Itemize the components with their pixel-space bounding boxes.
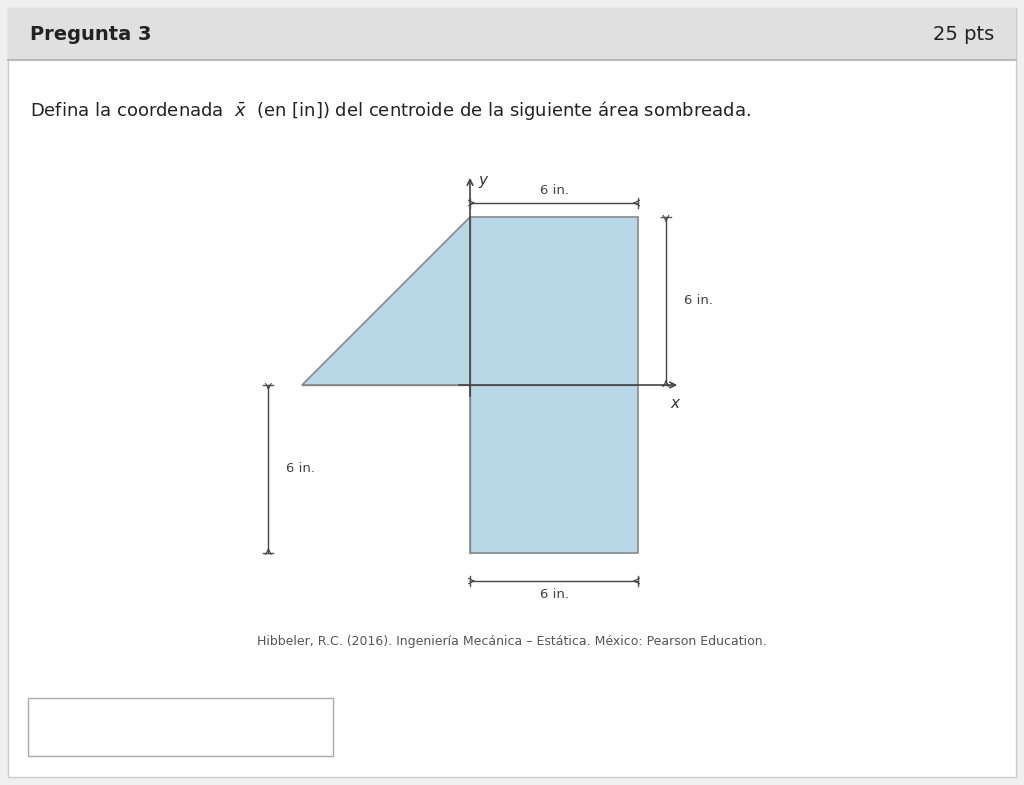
Text: y: y: [478, 173, 487, 188]
Text: 6 in.: 6 in.: [287, 462, 315, 476]
Text: x: x: [670, 396, 679, 411]
FancyBboxPatch shape: [28, 698, 333, 756]
Text: Pregunta 3: Pregunta 3: [30, 24, 152, 43]
Text: 6 in.: 6 in.: [684, 294, 713, 308]
Text: Hibbeler, R.C. (2016). Ingeniería Mecánica – Estática. México: Pearson Education: Hibbeler, R.C. (2016). Ingeniería Mecáni…: [257, 636, 767, 648]
Polygon shape: [302, 217, 638, 553]
Text: 6 in.: 6 in.: [540, 184, 568, 198]
FancyBboxPatch shape: [8, 8, 1016, 777]
Text: 6 in.: 6 in.: [540, 589, 568, 601]
Text: Defina la coordenada  $\bar{x}$  (en [in]) del centroide de la siguiente área so: Defina la coordenada $\bar{x}$ (en [in])…: [30, 98, 751, 122]
Text: 25 pts: 25 pts: [933, 24, 994, 43]
FancyBboxPatch shape: [8, 8, 1016, 60]
